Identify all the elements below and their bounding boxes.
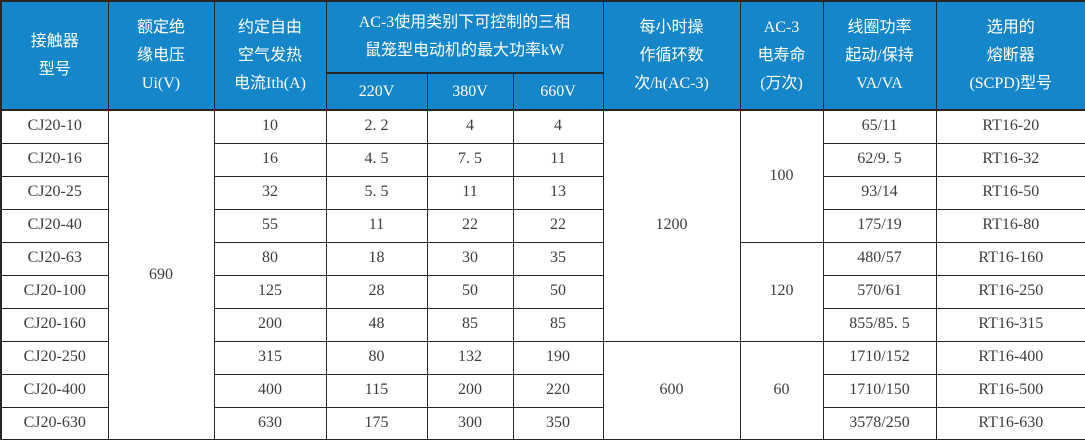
header-rated-insulation-voltage: 额定绝 缘电压 Ui(V)	[107, 0, 215, 111]
cell-fuse: RT16-80	[935, 208, 1085, 243]
cell-p380: 4	[426, 109, 514, 144]
table-row: CJ20-16 16 4. 5 7. 5 11 62/9. 5 RT16-32	[0, 142, 1085, 177]
cell-fuse: RT16-20	[935, 109, 1085, 144]
cell-coil: 1710/150	[822, 373, 937, 408]
cell-model: CJ20-25	[0, 175, 109, 210]
cell-model: CJ20-63	[0, 241, 109, 276]
cell-ith: 630	[213, 406, 327, 440]
cell-cycles-merged: 1200	[602, 109, 741, 342]
cell-p660: 11	[512, 142, 604, 177]
cell-ith: 10	[213, 109, 327, 144]
cell-fuse: RT16-630	[935, 406, 1085, 440]
cell-p380: 11	[426, 175, 514, 210]
cell-life-merged: 120	[739, 241, 824, 342]
cell-p220: 175	[325, 406, 428, 440]
cell-ith: 80	[213, 241, 327, 276]
cell-p220: 11	[325, 208, 428, 243]
cell-model: CJ20-10	[0, 109, 109, 144]
table-row: CJ20-25 32 5. 5 11 13 93/14 RT16-50	[0, 175, 1085, 210]
cell-model: CJ20-400	[0, 373, 109, 408]
cell-p220: 48	[325, 307, 428, 342]
cell-ith: 315	[213, 340, 327, 375]
cell-p660: 50	[512, 274, 604, 309]
cell-coil: 65/11	[822, 109, 937, 144]
cell-p660: 4	[512, 109, 604, 144]
cell-fuse: RT16-315	[935, 307, 1085, 342]
cell-model: CJ20-16	[0, 142, 109, 177]
cell-coil: 1710/152	[822, 340, 937, 375]
cell-p660: 13	[512, 175, 604, 210]
cell-p380: 85	[426, 307, 514, 342]
header-contactor-model: 接触器 型号	[0, 0, 109, 111]
cell-ith: 125	[213, 274, 327, 309]
cell-coil: 855/85. 5	[822, 307, 937, 342]
cell-p660: 22	[512, 208, 604, 243]
cell-p380: 30	[426, 241, 514, 276]
cell-model: CJ20-40	[0, 208, 109, 243]
cell-fuse: RT16-250	[935, 274, 1085, 309]
cell-fuse: RT16-50	[935, 175, 1085, 210]
header-ac3-electrical-life: AC-3 电寿命 (万次)	[739, 0, 824, 111]
cell-p380: 7. 5	[426, 142, 514, 177]
cell-p220: 115	[325, 373, 428, 408]
cell-fuse: RT16-500	[935, 373, 1085, 408]
cell-p660: 85	[512, 307, 604, 342]
cell-ith: 16	[213, 142, 327, 177]
cell-model: CJ20-100	[0, 274, 109, 309]
cell-p660: 35	[512, 241, 604, 276]
table-row: CJ20-40 55 11 22 22 175/19 RT16-80	[0, 208, 1085, 243]
cell-fuse: RT16-160	[935, 241, 1085, 276]
cell-p220: 5. 5	[325, 175, 428, 210]
header-ac3-max-power-group: AC-3使用类别下可控制的三相 鼠笼型电动机的最大功率kW	[325, 0, 604, 74]
cell-model: CJ20-160	[0, 307, 109, 342]
header-660v: 660V	[512, 72, 604, 111]
cell-model: CJ20-630	[0, 406, 109, 440]
cell-coil: 175/19	[822, 208, 937, 243]
table-row: CJ20-10 690 10 2. 2 4 4 1200 100 65/11 R…	[0, 109, 1085, 440]
cell-p220: 28	[325, 274, 428, 309]
table-row: CJ20-400 400 115 200 220 1710/150 RT16-5…	[0, 373, 1085, 408]
table-row: CJ20-630 630 175 300 350 3578/250 RT16-6…	[0, 406, 1085, 440]
cell-p220: 4. 5	[325, 142, 428, 177]
table-row: CJ20-160 200 48 85 85 855/85. 5 RT16-315	[0, 307, 1085, 342]
cell-ith: 400	[213, 373, 327, 408]
cell-p380: 200	[426, 373, 514, 408]
cell-p380: 300	[426, 406, 514, 440]
cell-p660: 350	[512, 406, 604, 440]
cell-p380: 132	[426, 340, 514, 375]
header-operating-cycles: 每小时操 作循环数 次/h(AC-3)	[602, 0, 741, 111]
cell-fuse: RT16-400	[935, 340, 1085, 375]
cell-ui-merged: 690	[107, 109, 215, 440]
cell-coil: 570/61	[822, 274, 937, 309]
cell-ith: 32	[213, 175, 327, 210]
cell-p220: 80	[325, 340, 428, 375]
cell-p660: 190	[512, 340, 604, 375]
cell-p220: 18	[325, 241, 428, 276]
cell-ith: 55	[213, 208, 327, 243]
cell-ith: 200	[213, 307, 327, 342]
cell-p220: 2. 2	[325, 109, 428, 144]
cell-life-merged: 60	[739, 340, 824, 440]
cell-coil: 93/14	[822, 175, 937, 210]
header-free-air-thermal-current: 约定自由 空气发热 电流Ith(A)	[213, 0, 327, 111]
cell-coil: 3578/250	[822, 406, 937, 440]
header-coil-power: 线圈功率 起动/保持 VA/VA	[822, 0, 937, 111]
cell-p380: 50	[426, 274, 514, 309]
cell-coil: 62/9. 5	[822, 142, 937, 177]
header-220v: 220V	[325, 72, 428, 111]
cell-model: CJ20-250	[0, 340, 109, 375]
cell-cycles-merged: 600	[602, 340, 741, 440]
table-row: CJ20-100 125 28 50 50 570/61 RT16-250	[0, 274, 1085, 309]
cell-life-merged: 100	[739, 109, 824, 243]
cell-p380: 22	[426, 208, 514, 243]
header-380v: 380V	[426, 72, 514, 111]
cell-fuse: RT16-32	[935, 142, 1085, 177]
header-fuse-scpd: 选用的 熔断器 (SCPD)型号	[935, 0, 1085, 111]
cell-p660: 220	[512, 373, 604, 408]
table-row: CJ20-63 80 18 30 35 120 480/57 RT16-160	[0, 241, 1085, 342]
cell-coil: 480/57	[822, 241, 937, 276]
table-row: CJ20-250 315 80 132 190 600 60 1710/152 …	[0, 340, 1085, 440]
